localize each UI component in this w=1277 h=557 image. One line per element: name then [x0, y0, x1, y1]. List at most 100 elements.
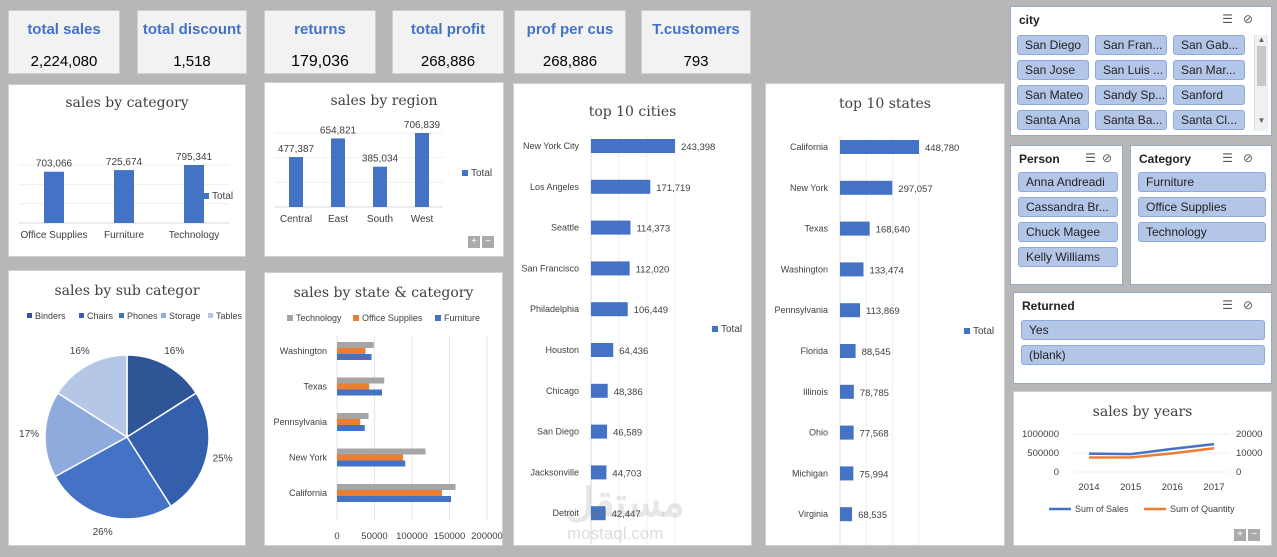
chart-sales-by-state-category[interactable]: sales by state & category 0 50000 100000 15…: [264, 272, 503, 546]
clear-filter-icon[interactable]: ⊘: [1242, 298, 1263, 312]
chart-top-10-cities[interactable]: top 10 cities 243,398 New York City 171,71…: [513, 83, 752, 546]
data-label: 16%: [70, 346, 90, 357]
tick-label: 500000: [1027, 448, 1059, 459]
multi-select-icon[interactable]: ☰: [1222, 151, 1243, 165]
legend-label: Total: [212, 191, 233, 202]
pie-slice: [125, 392, 210, 508]
slicer-item[interactable]: Anna Andreadi: [1018, 172, 1118, 192]
bar: [591, 424, 608, 439]
slicer-item[interactable]: San Diego: [1017, 35, 1089, 55]
kpi-total-profit: total profit 268,886: [392, 10, 504, 74]
slicer-item[interactable]: Santa Cl...: [1173, 110, 1245, 130]
years-chart-svg: 1000000 500000 0 20000 10000 0 2014 2015 2016 201…: [1022, 429, 1262, 514]
tick-label: 0: [1054, 467, 1059, 478]
slicer-returned[interactable]: Returned ☰⊘ Yes (blank): [1013, 292, 1272, 384]
bar: [337, 460, 406, 467]
tick-label: New York: [289, 453, 328, 463]
data-label: 106,449: [634, 305, 668, 316]
slicer-item[interactable]: San Gab...: [1173, 35, 1245, 55]
slicer-item[interactable]: Technology: [1138, 222, 1266, 242]
data-label: 78,785: [860, 388, 889, 399]
clear-filter-icon[interactable]: ⊘: [1101, 151, 1118, 165]
slicer-city[interactable]: city ☰⊘ San Diego San Fran... San Gab...…: [1010, 6, 1272, 136]
tick-label: West: [411, 214, 434, 225]
slicer-scrollbar[interactable]: ▲ ▼: [1254, 35, 1268, 131]
multi-select-icon[interactable]: ☰: [1222, 12, 1243, 26]
legend-label: Office Supplies: [362, 313, 423, 323]
tick-label: California: [289, 488, 327, 498]
chart-top-10-states[interactable]: top 10 states 448,780 California 297,057 Ne…: [765, 83, 1005, 546]
slicer-item[interactable]: Office Supplies: [1138, 197, 1266, 217]
chart-sales-by-category[interactable]: sales by category 703,066 Office Supplies…: [8, 84, 246, 257]
bar: [591, 179, 651, 194]
clear-filter-icon[interactable]: ⊘: [1242, 151, 1263, 165]
clear-filter-icon[interactable]: ⊘: [1242, 12, 1263, 26]
bar: [337, 389, 382, 396]
tick-label: San Diego: [537, 427, 579, 437]
kpi-profit-per-customer: prof per cus 268,886: [514, 10, 626, 74]
tick-label: Los Angeles: [530, 182, 580, 192]
data-label: 17%: [19, 429, 39, 440]
slicer-item[interactable]: Sanford: [1173, 85, 1245, 105]
bar: [840, 180, 893, 195]
tick-label: Jacksonville: [530, 467, 579, 477]
slicer-title: city: [1019, 13, 1040, 27]
tick-label: Seattle: [551, 223, 579, 233]
chart-sales-by-years[interactable]: sales by years 1000000 500000 0 20000 10000 0…: [1013, 391, 1272, 546]
collapse-icon[interactable]: −: [1248, 529, 1260, 541]
bar: [840, 466, 854, 481]
legend-swatch: [353, 315, 359, 321]
kpi-value: 268,886: [542, 53, 598, 70]
collapse-icon[interactable]: −: [482, 236, 494, 248]
tick-label: New York: [790, 183, 829, 193]
series-line: [1088, 447, 1215, 459]
chart-sales-by-region[interactable]: sales by region 477,387 Central 654,821 Eas…: [264, 82, 504, 257]
tick-label: Chicago: [546, 386, 579, 396]
bar: [44, 171, 64, 223]
scroll-down-icon[interactable]: ▼: [1257, 116, 1266, 125]
legend-swatch: [79, 313, 84, 318]
slicer-item[interactable]: Kelly Williams: [1018, 247, 1118, 267]
slicer-item[interactable]: Chuck Magee: [1018, 222, 1118, 242]
slicer-item[interactable]: San Mateo: [1017, 85, 1089, 105]
chart-expand-buttons[interactable]: + −: [1232, 529, 1260, 541]
chart-expand-buttons[interactable]: + −: [466, 236, 494, 248]
data-label: 114,373: [636, 224, 670, 235]
bar: [337, 419, 361, 425]
data-label: 703,066: [36, 159, 73, 170]
slicer-item[interactable]: Santa Ba...: [1095, 110, 1167, 130]
bar: [337, 342, 374, 348]
expand-icon[interactable]: +: [468, 236, 480, 248]
chart-sales-by-subcategory[interactable]: sales by sub categor 16% 25% 26% 17% 16% Bind…: [8, 270, 246, 546]
slicer-item[interactable]: Cassandra Br...: [1018, 197, 1118, 217]
slicer-item[interactable]: (blank): [1021, 345, 1265, 365]
scroll-thumb[interactable]: [1257, 46, 1266, 86]
slicer-item[interactable]: Yes: [1021, 320, 1265, 340]
data-label: 706,839: [404, 120, 441, 131]
kpi-value: 2,224,080: [30, 53, 98, 70]
slicer-person[interactable]: Person ☰⊘ Anna Andreadi Cassandra Br... …: [1010, 145, 1123, 285]
slicer-item[interactable]: San Jose: [1017, 60, 1089, 80]
tick-label: Florida: [800, 346, 828, 356]
data-label: 64,436: [619, 346, 648, 357]
kpi-title: returns: [294, 21, 346, 38]
kpi-total-customers: T.customers 793: [641, 10, 751, 74]
expand-icon[interactable]: +: [1234, 529, 1246, 541]
slicer-title: Returned: [1022, 299, 1075, 313]
multi-select-icon[interactable]: ☰: [1085, 151, 1102, 165]
tick-label: 0: [334, 531, 339, 542]
bar: [840, 140, 919, 154]
bar: [840, 384, 854, 399]
slicer-item[interactable]: San Mar...: [1173, 60, 1245, 80]
slicer-category[interactable]: Category ☰⊘ Furniture Office Supplies Te…: [1130, 145, 1272, 285]
kpi-title: total sales: [27, 21, 101, 38]
slicer-item[interactable]: San Fran...: [1095, 35, 1167, 55]
legend-swatch: [287, 315, 293, 321]
slicer-item[interactable]: San Luis ...: [1095, 60, 1167, 80]
slicer-item[interactable]: Furniture: [1138, 172, 1266, 192]
multi-select-icon[interactable]: ☰: [1222, 298, 1243, 312]
state-category-chart-svg: 0 50000 100000 150000 200000 Washington Texas P…: [273, 313, 502, 542]
slicer-item[interactable]: Santa Ana: [1017, 110, 1089, 130]
scroll-up-icon[interactable]: ▲: [1257, 35, 1266, 44]
slicer-item[interactable]: Sandy Sp...: [1095, 85, 1167, 105]
